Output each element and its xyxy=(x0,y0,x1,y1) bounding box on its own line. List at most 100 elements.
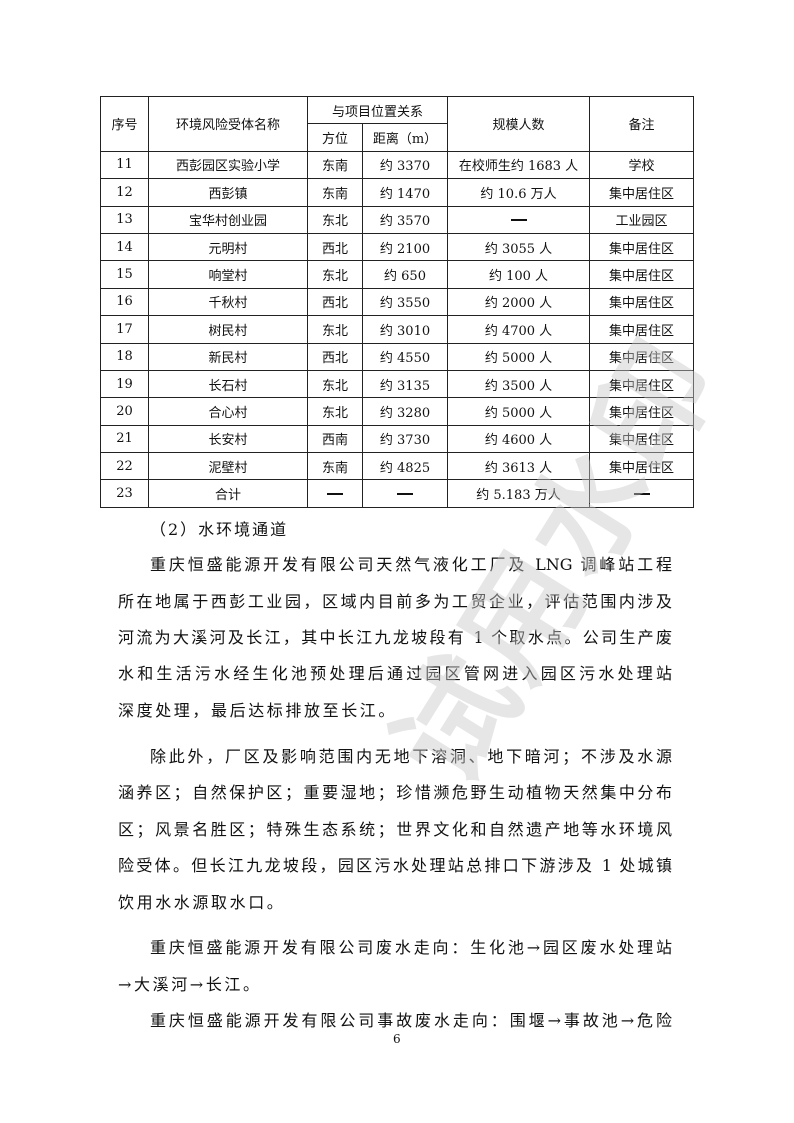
text-line: 饮用水水源取水口。 xyxy=(118,893,286,912)
table-cell xyxy=(447,205,590,234)
table-cell: 东南 xyxy=(307,178,363,207)
header-scale: 规模人数 xyxy=(447,96,590,152)
table-cell: 约 3010 xyxy=(362,315,448,344)
table-cell: 东南 xyxy=(307,150,363,180)
table-cell: 东北 xyxy=(307,397,363,426)
table-cell xyxy=(589,479,694,508)
table-cell: 约 2000 人 xyxy=(447,287,590,317)
table-row: 23 合计 约 5.183 万人 xyxy=(100,479,694,508)
table-row: 16 千秋村 西北约 3550 约 2000 人集中居住区 xyxy=(100,287,694,317)
table-row: 21 长安村 西南约 3730 约 4600 人集中居住区 xyxy=(100,424,694,454)
table-cell: 约 5.183 万人 xyxy=(447,479,590,508)
table-row: 13 宝华村创业园 东北约 3570 工业园区 xyxy=(100,205,694,234)
table-cell: 约 3280 xyxy=(362,397,448,426)
table-cell: 西彭镇 xyxy=(148,178,308,207)
table-cell: 在校师生约 1683 人 xyxy=(447,150,590,180)
text-line: 除此外，厂区及影响范围内无地下溶洞、地下暗河；不涉及水源 xyxy=(150,747,672,766)
text-line: 所在地属于西彭工业园，区域内目前多为工贸企业，评估范围内涉及 xyxy=(118,592,672,611)
table-cell: 约 4550 xyxy=(362,342,448,371)
table-cell: 集中居住区 xyxy=(589,369,694,399)
table-row: 17 树民村 东北约 3010 约 4700 人集中居住区 xyxy=(100,315,694,344)
table-cell: 集中居住区 xyxy=(589,260,694,289)
table-cell: 22 xyxy=(100,452,149,481)
table-cell: 约 5000 人 xyxy=(447,397,590,426)
table-cell: 约 3613 人 xyxy=(447,452,590,481)
table-cell: 合心村 xyxy=(148,397,308,426)
table-cell: 约 3370 xyxy=(362,150,448,180)
table-cell: 约 100 人 xyxy=(447,260,590,289)
table-cell: 工业园区 xyxy=(589,205,694,234)
dash-mark xyxy=(510,218,527,221)
text-line: 涵养区；自然保护区；重要湿地；珍惜濒危野生动植物天然集中分布 xyxy=(118,783,672,802)
table-cell xyxy=(307,479,363,508)
table-cell: 约 1470 xyxy=(362,178,448,207)
table-cell: 约 4700 人 xyxy=(447,315,590,344)
table-row: 12 西彭镇 东南约 1470 约 10.6 万人 集中居住区 xyxy=(100,178,694,207)
text-line: 险受体。但长江九龙坡段，园区污水处理站总排口下游涉及 1 处城镇 xyxy=(118,856,672,875)
table-cell: 西南 xyxy=(307,424,363,454)
table-cell: 约 3500 人 xyxy=(447,369,590,399)
table-cell: 20 xyxy=(100,397,149,426)
table-cell: 约 10.6 万人 xyxy=(447,178,590,207)
table-cell xyxy=(362,479,448,508)
text-line: 深度处理，最后达标排放至长江。 xyxy=(118,701,398,720)
table-cell: 集中居住区 xyxy=(589,452,694,481)
table-cell: 集中居住区 xyxy=(589,397,694,426)
table-cell: 23 xyxy=(100,479,149,508)
table-row: 11 西彭园区实验小学 东南约 3370 在校师生约 1683 人学校 xyxy=(100,150,694,180)
table-row: 15 响堂村 东北约 650 约 100 人集中居住区 xyxy=(100,260,694,289)
table-cell: 18 xyxy=(100,342,149,371)
table-cell: 东北 xyxy=(307,369,363,399)
header-relation: 与项目位置关系 xyxy=(307,95,448,125)
table-cell: 约 3550 xyxy=(362,287,448,317)
table-cell: 长安村 xyxy=(148,424,308,454)
table-cell: 千秋村 xyxy=(148,287,308,317)
table-cell: 21 xyxy=(100,424,149,454)
table-cell: 集中居住区 xyxy=(589,232,694,262)
table-row: 14 元明村 西北约 2100 约 3055 人集中居住区 xyxy=(100,232,694,262)
header-index: 序号 xyxy=(100,96,149,152)
table-cell: 约 4600 人 xyxy=(447,424,590,454)
table-cell: 约 5000 人 xyxy=(447,342,590,371)
table-cell: 东南 xyxy=(307,452,363,481)
table-cell: 泥壁村 xyxy=(148,452,308,481)
table-cell: 东北 xyxy=(307,260,363,289)
table-cell: 11 xyxy=(100,150,149,180)
table-cell: 树民村 xyxy=(148,315,308,344)
table-cell: 约 3730 xyxy=(362,424,448,454)
table-cell: 响堂村 xyxy=(148,260,308,289)
table-cell: 14 xyxy=(100,232,149,262)
table-cell: 约 650 xyxy=(362,260,448,289)
table-cell: 约 3570 xyxy=(362,205,448,234)
text-line: 区；风景名胜区；特殊生态系统；世界文化和自然遗产地等水环境风 xyxy=(118,820,672,839)
header-note: 备注 xyxy=(589,96,694,152)
table-cell: 西彭园区实验小学 xyxy=(148,150,308,180)
text-line: 重庆恒盛能源开发有限公司天然气液化工厂及 LNG 调峰站工程 xyxy=(150,555,672,574)
table-cell: 集中居住区 xyxy=(589,424,694,454)
table-cell: 17 xyxy=(100,315,149,344)
table-row: 22 泥壁村 东南约 4825 约 3613 人集中居住区 xyxy=(100,452,694,481)
table-cell: 约 4825 xyxy=(362,452,448,481)
header-distance: 距离（m） xyxy=(362,123,448,152)
table-cell: 东北 xyxy=(307,315,363,344)
table-row: 18 新民村 西北约 4550 约 5000 人集中居住区 xyxy=(100,342,694,371)
table-cell: 西北 xyxy=(307,342,363,371)
table-cell: 集中居住区 xyxy=(589,178,694,207)
table-cell: 学校 xyxy=(589,150,694,180)
table-cell: 西北 xyxy=(307,287,363,317)
table-cell: 集中居住区 xyxy=(589,315,694,344)
table-cell: 15 xyxy=(100,260,149,289)
header-direction: 方位 xyxy=(307,123,363,152)
table-cell: 西北 xyxy=(307,232,363,262)
table-cell: 12 xyxy=(100,178,149,207)
text-line: 重庆恒盛能源开发有限公司事故废水走向：围堰→事故池→危险 xyxy=(150,1011,672,1030)
page-number: 6 xyxy=(393,1032,401,1046)
section-heading: （2）水环境通道 xyxy=(150,520,289,539)
text-line: 水和生活污水经生化池预处理后通过园区管网进入园区污水处理站 xyxy=(118,664,672,683)
table-cell: 长石村 xyxy=(148,369,308,399)
risk-receptor-table: 序号 环境风险受体名称 与项目位置关系 规模人数 备注 方位 距离（m） 11 西… xyxy=(100,95,694,508)
table-cell: 19 xyxy=(100,369,149,399)
text-line: 河流为大溪河及长江，其中长江九龙坡段有 1 个取水点。公司生产废 xyxy=(118,628,672,647)
dash-mark xyxy=(397,492,413,495)
table-cell: 13 xyxy=(100,205,149,234)
